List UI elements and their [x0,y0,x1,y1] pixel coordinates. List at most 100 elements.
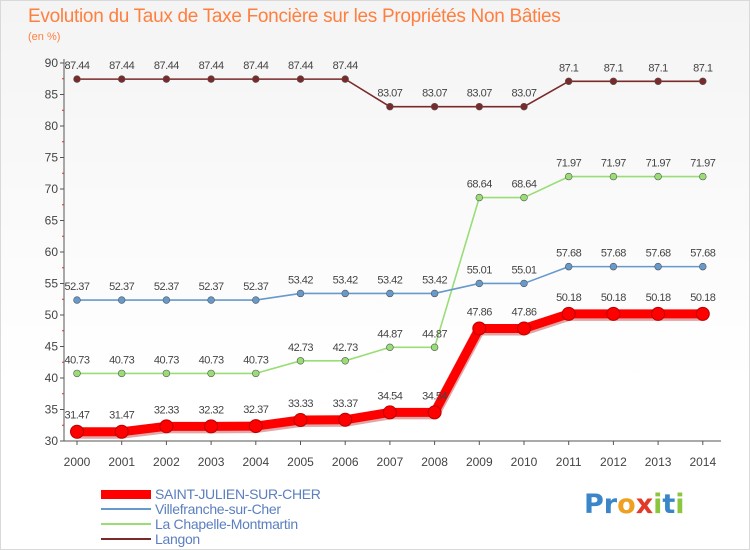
data-point [561,306,576,321]
logo-letter: x [635,489,654,520]
x-tick-label: 2013 [645,455,672,469]
data-label: 44.87 [422,328,447,340]
y-tick-label: 60 [45,245,59,259]
data-label: 31.47 [64,410,89,422]
data-point [70,424,84,439]
data-label: 52.37 [199,281,224,293]
data-label: 52.37 [109,281,134,293]
y-tick-label: 90 [45,56,59,70]
data-point [159,419,174,434]
data-point [341,289,349,298]
data-label: 47.86 [511,306,536,318]
data-label: 71.97 [646,158,671,170]
legend-label: SAINT-JULIEN-SUR-CHER [155,486,321,502]
y-tick-label: 70 [45,182,59,196]
data-point [114,424,129,439]
logo-letter: o [617,489,636,520]
data-label: 87.44 [333,60,358,72]
legend-swatch [101,523,151,525]
data-label: 87.44 [109,60,134,72]
data-point [341,75,349,83]
x-tick-label: 2009 [466,455,493,469]
x-tick-label: 2003 [198,455,225,469]
data-point [73,296,81,304]
data-label: 68.64 [467,179,492,191]
chart-unit: (en %) [28,31,61,43]
x-tick-label: 2014 [689,455,716,469]
data-label: 32.37 [243,404,268,416]
data-point [430,343,439,352]
data-label: 87.1 [604,62,624,74]
data-label: 52.37 [154,281,179,293]
legend-swatch [101,508,151,510]
data-label: 87.44 [199,60,224,72]
data-label: 83.07 [422,88,447,100]
data-label: 57.68 [690,248,715,260]
data-label: 40.73 [109,354,134,366]
x-tick-label: 2011 [556,455,582,469]
x-tick-label: 2012 [600,455,627,469]
data-label: 52.37 [64,281,89,293]
data-label: 71.97 [690,158,715,170]
data-point [386,343,394,352]
y-tick-label: 35 [45,403,59,417]
y-tick-label: 75 [45,151,59,165]
data-point [609,262,618,271]
data-point [341,357,349,365]
data-point [117,296,126,304]
data-point [207,296,215,304]
data-point [338,412,353,427]
data-label: 34.54 [377,390,402,402]
x-tick-label: 2001 [108,455,135,469]
proxiti-logo: Proxiti [584,489,685,520]
data-label: 50.18 [690,292,715,304]
data-label: 33.37 [333,398,358,410]
data-label: 34.54 [422,390,447,402]
legend-label: Langon [155,531,200,547]
data-point [207,75,215,83]
data-point [386,102,394,111]
data-point [430,102,439,111]
data-point [73,75,81,83]
data-label: 53.42 [377,274,402,286]
data-point [296,357,305,365]
data-point [248,419,263,434]
data-label: 87.44 [288,60,313,72]
y-tick-label: 55 [45,277,59,291]
data-point [520,102,528,111]
data-label: 42.73 [288,342,313,354]
data-label: 71.97 [556,158,581,170]
data-label: 83.07 [511,88,536,100]
data-point [654,172,662,181]
data-label: 53.42 [422,274,447,286]
data-point [296,289,305,298]
data-label: 55.01 [511,264,536,276]
data-point [564,77,573,85]
data-point [699,262,707,271]
data-label: 32.33 [154,404,179,416]
y-tick-label: 65 [45,214,59,228]
data-point [73,369,81,378]
data-label: 87.1 [693,62,713,74]
y-tick-label: 50 [45,308,59,322]
data-label: 83.07 [377,88,402,100]
data-label: 83.07 [467,88,492,100]
chart-title: Evolution du Taux de Taxe Foncière sur l… [28,6,561,27]
data-point [117,369,126,378]
data-label: 50.18 [646,292,671,304]
x-tick-label: 2008 [421,455,448,469]
data-point [430,289,439,298]
data-label: 87.44 [64,60,89,72]
data-point [207,369,215,378]
legend-label: Villefranche-sur-Cher [155,501,281,517]
data-point [609,77,618,85]
data-point [654,262,662,271]
data-label: 55.01 [467,264,492,276]
data-point [699,77,707,85]
data-point [475,102,483,111]
data-point [699,172,707,181]
data-label: 40.73 [243,354,268,366]
logo-letter: i [675,489,685,520]
y-tick-label: 80 [45,119,59,133]
